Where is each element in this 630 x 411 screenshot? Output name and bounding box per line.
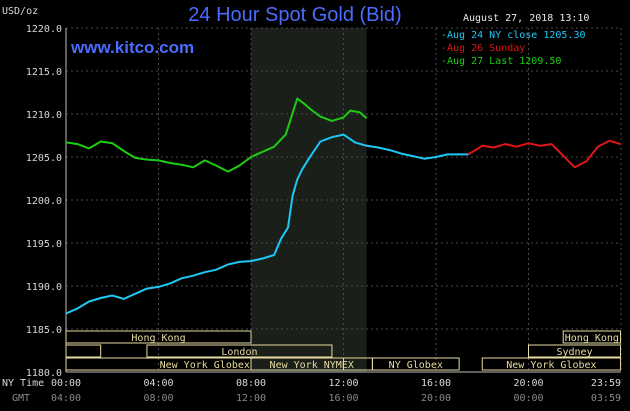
legend-entry-2: -Aug 26 Sunday xyxy=(441,43,525,54)
session-box xyxy=(562,330,622,344)
session-label: Hong Kong xyxy=(565,333,619,344)
x-tick-label-ny: 23:59 xyxy=(591,378,621,389)
session-box xyxy=(481,357,622,371)
session-box xyxy=(146,344,333,358)
x-tick-label-ny: 00:00 xyxy=(51,378,81,389)
y-tick-label: 1180.0 xyxy=(26,368,62,379)
y-tick-label: 1210.0 xyxy=(26,110,62,121)
x-tick-label-ny: 08:00 xyxy=(236,378,266,389)
x-tick-label-gmt: 12:00 xyxy=(236,393,266,404)
session-box xyxy=(528,344,622,358)
session-label: New York Globex xyxy=(160,360,250,371)
legend-entry-1: -Aug 24 NY close 1205.30 xyxy=(441,30,586,41)
session-label: Hong Kong xyxy=(131,333,185,344)
y-tick-label: 1185.0 xyxy=(26,325,62,336)
x-tick-label-ny: 04:00 xyxy=(143,378,173,389)
session-box xyxy=(371,357,460,371)
highlight-band xyxy=(251,28,367,372)
chart-timestamp: August 27, 2018 13:10 xyxy=(463,13,590,24)
x-tick-label-gmt: 08:00 xyxy=(143,393,173,404)
ny-time-axis-label: NY Time xyxy=(2,378,44,389)
series-line-1 xyxy=(65,133,469,315)
x-tick-label-ny: 12:00 xyxy=(328,378,358,389)
legend-entry-3: -Aug 27 Last 1209.50 xyxy=(441,56,561,67)
session-box xyxy=(65,344,102,358)
site-url[interactable]: www.kitco.com xyxy=(71,38,195,57)
y-tick-label: 1205.0 xyxy=(26,153,62,164)
session-label: New York NYMEX xyxy=(270,360,354,371)
series-line-3 xyxy=(65,97,368,173)
x-tick-label-gmt: 04:00 xyxy=(51,393,81,404)
session-label: New York Globex xyxy=(506,360,596,371)
session-label: NY Globex xyxy=(389,360,443,371)
y-tick-label: 1195.0 xyxy=(26,239,62,250)
y-tick-label: 1190.0 xyxy=(26,282,62,293)
x-tick-label-gmt: 16:00 xyxy=(328,393,358,404)
x-tick-label-ny: 16:00 xyxy=(421,378,451,389)
y-tick-label: 1215.0 xyxy=(26,67,62,78)
y-axis-unit: USD/oz xyxy=(2,6,39,17)
session-box xyxy=(65,330,252,344)
x-tick-label-ny: 20:00 xyxy=(513,378,543,389)
session-box xyxy=(65,357,344,371)
y-tick-label: 1200.0 xyxy=(26,196,62,207)
x-tick-label-gmt: 03:59 xyxy=(591,393,621,404)
session-label: London xyxy=(221,347,257,358)
x-tick-label-gmt: 20:00 xyxy=(421,393,451,404)
gmt-axis-label: GMT xyxy=(12,393,30,404)
y-tick-label: 1220.0 xyxy=(26,24,62,35)
x-tick-label-gmt: 00:00 xyxy=(513,393,543,404)
series-line-2 xyxy=(467,139,621,169)
session-label: Sydney xyxy=(556,347,592,358)
chart-title: 24 Hour Spot Gold (Bid) xyxy=(188,4,402,26)
